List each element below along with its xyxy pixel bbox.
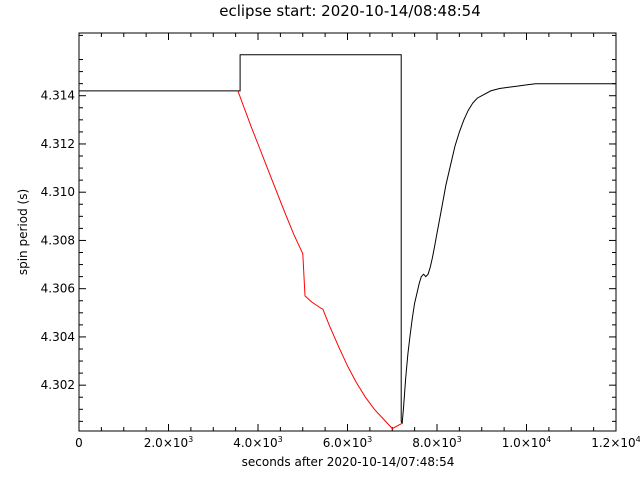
chart-title: eclipse start: 2020-10-14/08:48:54 — [219, 2, 481, 20]
x-tick-label: 6.0×103 — [323, 435, 373, 450]
series-line-model — [237, 90, 402, 430]
y-tick-label: 4.312 — [41, 137, 75, 151]
x-tick-label: 8.0×103 — [412, 435, 462, 450]
y-tick-label: 4.308 — [41, 233, 75, 247]
x-tick-label: 4.0×103 — [233, 435, 283, 450]
y-tick-label: 4.304 — [41, 330, 75, 344]
series-layer — [79, 54, 616, 430]
y-tick-label: 4.306 — [41, 282, 75, 296]
y-axis-label: spin period (s) — [16, 189, 30, 275]
y-tick-label: 4.310 — [41, 185, 75, 199]
x-tick-label: 2.0×103 — [144, 435, 194, 450]
y-tick-label: 4.314 — [41, 89, 75, 103]
x-axis-label: seconds after 2020-10-14/07:48:54 — [242, 455, 455, 469]
axis-ticks: 0 2.0×103 4.0×103 6.0×103 8.0×103 1.0×104 1.2×… — [41, 33, 640, 450]
y-tick-label: 4.302 — [41, 378, 75, 392]
x-tick-label: 1.0×104 — [502, 435, 552, 450]
x-tick-label: 0 — [75, 436, 83, 450]
series-line-measured — [79, 54, 616, 424]
x-tick-label: 1.2×104 — [591, 435, 640, 450]
plot-frame — [78, 32, 617, 432]
